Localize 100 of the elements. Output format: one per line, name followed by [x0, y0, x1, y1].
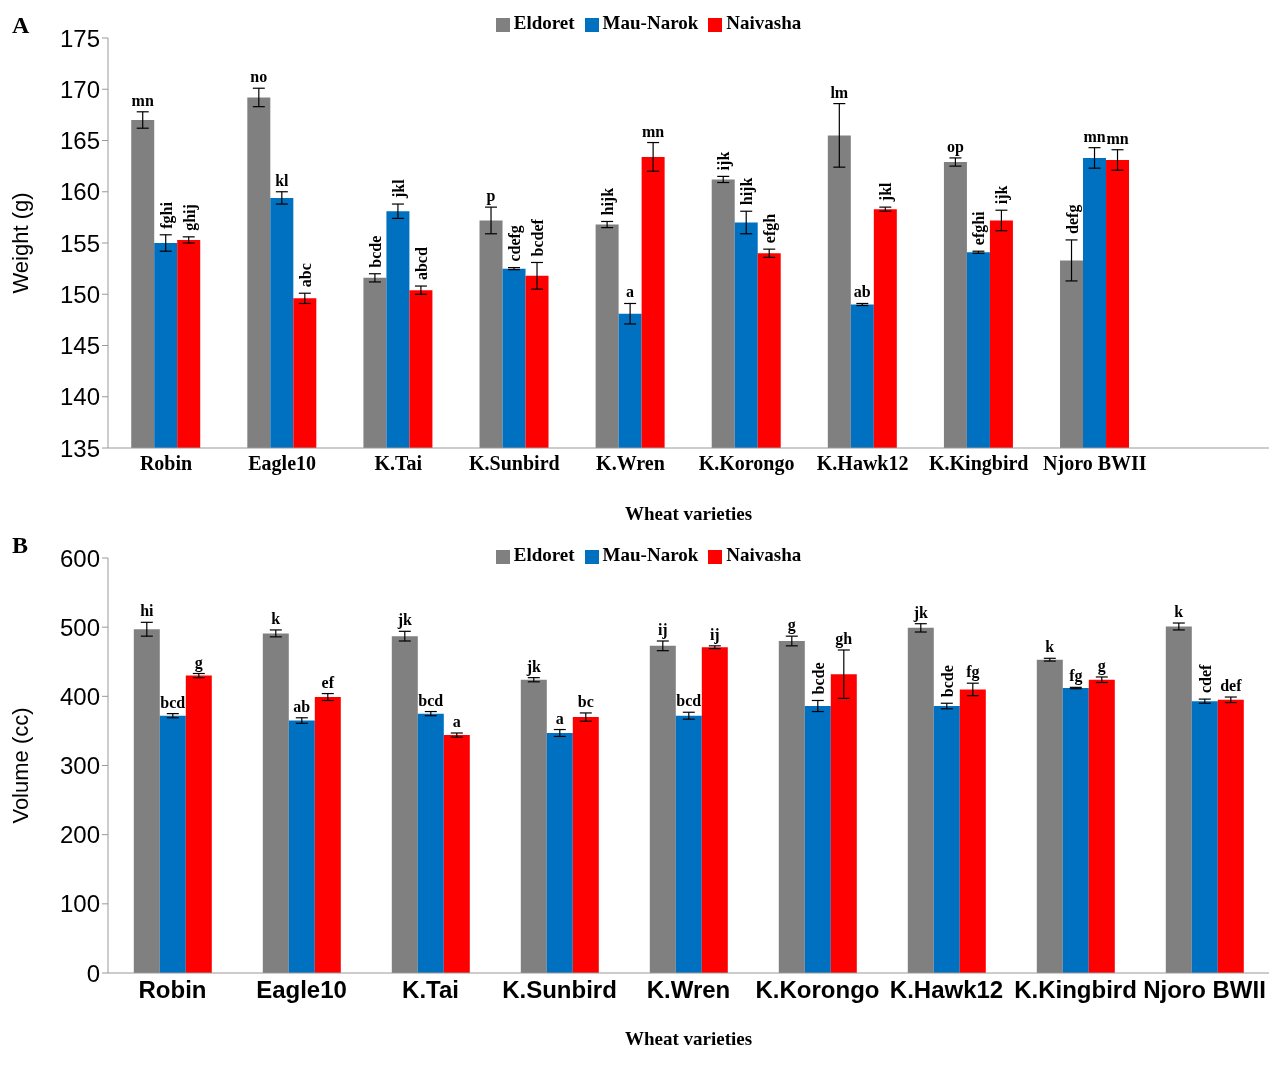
x-tick-label: Njoro BWII: [1043, 452, 1147, 476]
data-label: efgh: [761, 213, 780, 244]
x-tick-label: K.Tai: [402, 976, 459, 1004]
data-label: jkl: [877, 181, 896, 203]
data-label: fg: [966, 663, 980, 682]
data-label: bcd: [676, 692, 702, 710]
chart-title: A: [12, 12, 30, 39]
bar: [1062, 688, 1089, 973]
data-label: mn: [1083, 127, 1106, 145]
data-label: no: [250, 68, 268, 86]
data-label: ab: [293, 697, 311, 715]
y-tick-label: 155: [59, 229, 100, 257]
bar: [907, 627, 934, 973]
data-label: jkl: [389, 178, 408, 200]
data-label: ij: [709, 625, 720, 644]
data-label: ghij: [180, 204, 199, 231]
data-label: hijk: [738, 177, 757, 206]
data-label: kl: [275, 171, 290, 189]
data-label: fg: [1069, 667, 1083, 686]
bar: [185, 675, 212, 973]
bar: [391, 636, 418, 973]
data-label: hi: [140, 602, 155, 620]
x-tick-label: K.Hawk12: [816, 452, 909, 475]
x-tick-label: K.Hawk12: [889, 976, 1004, 1004]
chart-title: B: [12, 532, 29, 559]
data-label: g: [1097, 656, 1106, 675]
bar: [443, 735, 470, 973]
data-label: ijk: [715, 151, 734, 171]
y-tick-label: 160: [59, 178, 100, 206]
legend-label: Mau-Narok: [602, 12, 699, 33]
bar: [1165, 626, 1192, 973]
data-label: gh: [835, 629, 853, 648]
x-tick-label: K.Sunbird: [469, 452, 560, 475]
data-label: bcde: [809, 662, 827, 695]
x-tick-label: Robin: [138, 976, 207, 1004]
data-label: g: [194, 653, 203, 672]
data-label: hijk: [599, 187, 618, 216]
data-label: bc: [577, 692, 594, 710]
x-tick-label: K.Sunbird: [502, 976, 617, 1004]
x-tick-label: K.Wren: [596, 452, 665, 475]
y-tick-label: 0: [86, 959, 100, 987]
bar: [159, 715, 186, 973]
y-tick-label: 100: [59, 890, 100, 918]
data-label: lm: [830, 83, 849, 101]
data-label: op: [946, 137, 964, 156]
data-label: def: [1220, 677, 1243, 695]
data-label: ij: [657, 621, 668, 639]
data-label: mn: [642, 122, 665, 140]
data-label: ef: [321, 673, 335, 691]
bar: [1036, 659, 1063, 973]
data-label: ab: [853, 283, 871, 301]
legend-label: Mau-Narok: [602, 544, 699, 565]
x-tick-label: K.Kingbird: [929, 452, 1029, 476]
data-label: jk: [525, 657, 542, 676]
y-tick-label: 400: [59, 682, 100, 710]
data-label: bcd: [160, 693, 186, 711]
bar: [288, 720, 315, 973]
bar: [520, 679, 547, 973]
bar: [262, 633, 289, 973]
x-tick-label: K.Korongo: [698, 452, 795, 476]
data-label: mn: [131, 91, 154, 109]
legend-label: Naivasha: [726, 12, 802, 33]
x-tick-label: Eagle10: [248, 452, 317, 476]
data-label: bcde: [938, 665, 956, 698]
bar: [314, 697, 341, 973]
y-axis-title: Weight (g): [7, 192, 33, 294]
x-tick-label: K.Tai: [374, 452, 423, 475]
data-label: p: [486, 187, 496, 206]
bar: [417, 713, 444, 973]
data-label: k: [1174, 603, 1184, 621]
x-tick-label: Njoro BWII: [1143, 976, 1266, 1004]
x-axis-title: Wheat varieties: [624, 1028, 753, 1049]
bar: [1191, 701, 1218, 973]
data-label: fghi: [157, 201, 176, 229]
data-label: bcdef: [529, 218, 547, 257]
x-tick-label: K.Korongo: [755, 976, 880, 1004]
bar: [933, 706, 960, 973]
y-tick-label: 145: [59, 332, 100, 360]
data-label: bcde: [366, 235, 384, 268]
data-label: ijk: [993, 185, 1012, 205]
data-label: k: [1045, 638, 1055, 656]
y-tick-label: 200: [59, 821, 100, 849]
data-label: mn: [1106, 129, 1129, 147]
bar: [649, 645, 676, 973]
data-label: cdef: [1196, 664, 1214, 694]
data-label: defg: [1063, 204, 1082, 234]
legend-label: Eldoret: [513, 12, 575, 33]
bar: [546, 732, 573, 973]
x-tick-label: Eagle10: [256, 976, 347, 1004]
legend-label: Eldoret: [513, 544, 575, 565]
x-tick-label: K.Kingbird: [1014, 976, 1137, 1004]
y-tick-label: 300: [59, 752, 100, 780]
bar: [959, 689, 986, 973]
x-tick-label: K.Wren: [646, 976, 731, 1004]
bar: [572, 717, 599, 973]
bar: [830, 674, 857, 973]
y-tick-label: 500: [59, 613, 100, 641]
bar: [1088, 679, 1115, 973]
y-tick-label: 165: [59, 127, 100, 155]
bar: [675, 715, 702, 973]
